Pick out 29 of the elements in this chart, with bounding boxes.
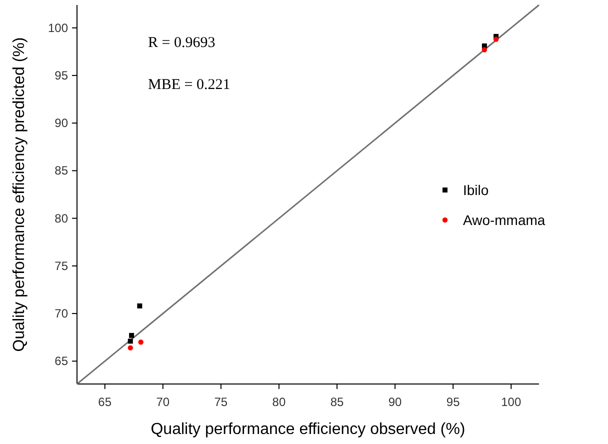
x-tick-label: 75 [214, 395, 228, 409]
y-tick-label: 90 [54, 116, 68, 130]
x-axis-title: Quality performance efficiency observed (%) [150, 421, 466, 438]
x-tick-label: 85 [330, 395, 344, 409]
y-tick-label: 100 [48, 20, 68, 35]
x-tick-label: 80 [272, 395, 286, 409]
point [129, 332, 134, 338]
point [128, 345, 133, 350]
annotation: R = 0.9693 [148, 35, 216, 51]
point [482, 47, 488, 52]
y-tick-label: 65 [54, 354, 68, 368]
legend-label: Ibilo [463, 182, 489, 198]
y-axis-title: Quality performance efficiency predicted (%) [11, 37, 28, 352]
y-tick-label: 70 [54, 306, 68, 321]
legend-label: Awo-mmama [463, 212, 546, 228]
point [128, 338, 133, 344]
point [138, 340, 144, 345]
x-tick-label: 70 [156, 395, 170, 409]
x-tick-label: 100 [501, 395, 522, 409]
point [137, 303, 142, 308]
x-tick-label: 95 [446, 395, 460, 409]
y-tick-label: 85 [54, 164, 68, 178]
x-tick-label: 65 [98, 395, 112, 409]
y-tick-label: 80 [54, 211, 68, 226]
y-tick-label: 95 [54, 68, 68, 82]
y-tick-label: 75 [54, 258, 68, 273]
annotation: MBE = 0.221 [148, 77, 230, 93]
x-tick-label: 90 [388, 395, 402, 409]
point [493, 36, 499, 42]
